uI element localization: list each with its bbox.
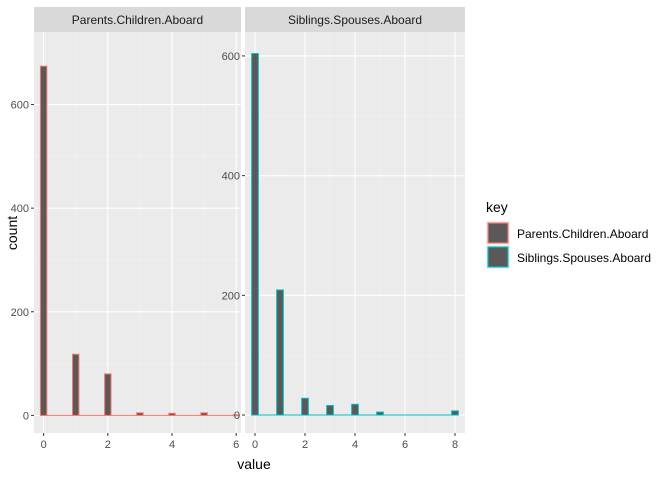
histogram-bar [276,289,284,416]
legend-label-parents-children: Parents.Children.Aboard [517,227,648,241]
histogram-bar [301,397,309,416]
histogram-bar [39,65,48,416]
legend-entry: Siblings.Spouses.Aboard [486,245,651,269]
x-tick-label: 6 [402,439,408,451]
histogram-bar [72,353,80,416]
legend: key Parents.Children.Aboard Siblings.Spo… [486,199,651,269]
x-tick-label: 4 [169,439,175,451]
x-tick-label: 4 [352,439,358,451]
y-tick-label: 600 [11,100,29,112]
x-tick-label: 0 [252,439,258,451]
histogram-bar [104,373,112,416]
y-tick-label: 200 [222,290,240,302]
histogram-bar [232,414,240,417]
histogram-bar [251,53,259,416]
panel-parents-children: Parents.Children.Aboard 0 2 4 6 0 200 400 600 [11,7,241,451]
x-tick-label: 2 [302,439,308,451]
y-tick-label: 0 [23,410,29,422]
panel-strip-label: Parents.Children.Aboard [72,13,203,27]
histogram-bar [136,412,144,416]
x-tick-label: 0 [41,439,47,451]
histogram-bar [200,412,208,416]
y-tick-label: 400 [11,203,29,215]
histogram-bar [376,411,384,416]
histogram-bar [351,403,359,416]
panel-strip [34,7,241,32]
y-tick-label: 200 [11,307,29,319]
legend-entry: Parents.Children.Aboard [486,221,648,245]
x-tick-label: 6 [233,439,239,451]
legend-label-siblings-spouses: Siblings.Spouses.Aboard [517,251,651,265]
y-tick-label: 0 [234,410,240,422]
panel-strip [245,7,465,32]
histogram-bar [451,410,459,416]
panel-siblings-spouses: Siblings.Spouses.Aboard 0 2 4 6 8 0 200 400 600 [222,7,465,451]
x-axis-title: value [237,456,271,472]
legend-title: key [486,199,508,215]
x-tick-label: 8 [452,439,458,451]
panel-plot-area [34,32,241,433]
histogram-bar [168,412,176,416]
legend-swatch-siblings-spouses [487,246,509,268]
y-tick-label: 600 [222,51,240,63]
histogram-bar [326,404,334,416]
y-tick-label: 400 [222,171,240,183]
panel-strip-label: Siblings.Spouses.Aboard [288,13,422,27]
x-tick-label: 2 [105,439,111,451]
y-axis-title: count [4,216,20,250]
legend-swatch-parents-children [487,222,509,244]
